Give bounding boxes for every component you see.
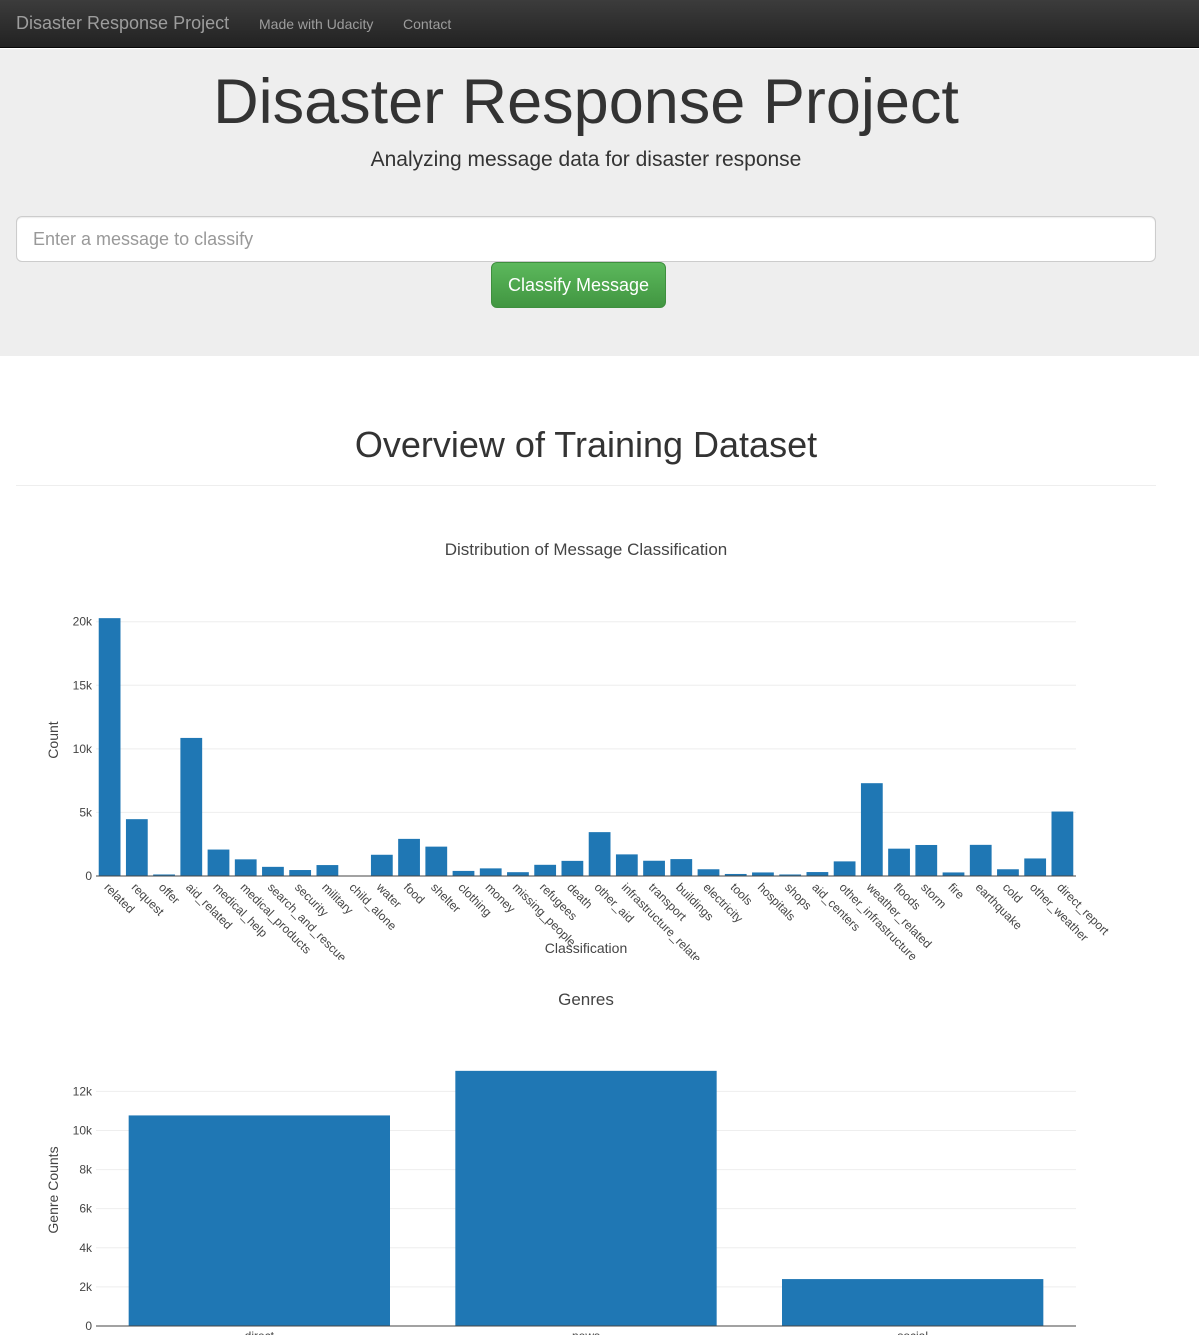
jumbotron: Disaster Response Project Analyzing mess… bbox=[0, 49, 1199, 356]
bar-buildings bbox=[670, 859, 693, 876]
page-subtitle: Analyzing message data for disaster resp… bbox=[370, 148, 802, 171]
bar-shelter bbox=[425, 846, 448, 876]
section-divider bbox=[16, 485, 1156, 486]
bar-medical-products bbox=[234, 859, 257, 876]
bar-fire bbox=[942, 872, 965, 876]
y-tick-label: 6k bbox=[79, 1202, 93, 1216]
y-tick-label: 10k bbox=[73, 742, 93, 756]
bar-electricity bbox=[697, 869, 720, 876]
bar-transport bbox=[643, 860, 665, 876]
classify-message-button[interactable]: Classify Message bbox=[491, 262, 666, 308]
bar-related bbox=[98, 618, 121, 876]
navbar: Disaster Response Project Made with Udac… bbox=[0, 0, 1199, 48]
bar-search-and-rescue bbox=[262, 866, 284, 876]
x-tick-label: shelter bbox=[428, 880, 463, 915]
nav-link-contact[interactable]: Contact bbox=[403, 16, 452, 32]
chart-title: Genres bbox=[558, 990, 614, 1009]
x-tick-label: fire bbox=[945, 880, 967, 902]
y-tick-label: 8k bbox=[79, 1163, 93, 1177]
bar-cold bbox=[997, 869, 1019, 876]
bar-aid-centers bbox=[806, 872, 829, 876]
y-tick-label: 2k bbox=[79, 1280, 93, 1294]
y-axis-label: Genre Counts bbox=[45, 1146, 61, 1233]
bar-weather-related bbox=[860, 783, 883, 876]
y-tick-label: 20k bbox=[73, 615, 93, 629]
page-title: Disaster Response Project bbox=[213, 67, 959, 137]
bar-infrastructure-related bbox=[615, 854, 638, 876]
bar-water bbox=[370, 854, 393, 876]
bar-direct-report bbox=[1051, 811, 1074, 876]
section-title: Overview of Training Dataset bbox=[354, 424, 818, 465]
bar-food bbox=[398, 838, 420, 876]
y-tick-label: 0 bbox=[85, 869, 92, 883]
message-input[interactable] bbox=[16, 216, 1156, 262]
bar-medical-help bbox=[207, 849, 230, 876]
bar-news bbox=[455, 1070, 717, 1326]
x-tick-label: social bbox=[897, 1329, 928, 1335]
bar-security bbox=[289, 870, 312, 876]
bar-aid-related bbox=[180, 737, 203, 876]
bar-missing-people bbox=[507, 872, 529, 876]
bar-hospitals bbox=[752, 872, 774, 876]
genres-chart: Genres 0 2k 4k 6k 8k 10k 12k direct news social Gen… bbox=[45, 990, 1076, 1335]
y-tick-label: 15k bbox=[73, 678, 93, 692]
bar-clothing bbox=[452, 870, 475, 876]
nav-link-udacity[interactable]: Made with Udacity bbox=[259, 16, 374, 32]
bar-other-weather bbox=[1024, 858, 1047, 876]
y-tick-label: 10k bbox=[73, 1123, 93, 1137]
bar-other-infrastructure bbox=[833, 861, 856, 876]
y-tick-label: 5k bbox=[79, 805, 93, 819]
x-tick-label: direct bbox=[245, 1329, 275, 1335]
bar-social bbox=[782, 1279, 1044, 1326]
bar-offer bbox=[153, 874, 175, 876]
bar-floods bbox=[888, 848, 910, 876]
x-tick-label: storm bbox=[918, 880, 949, 911]
y-axis-label: Count bbox=[45, 721, 61, 758]
x-tick-label: food bbox=[401, 880, 427, 906]
bar-refugees bbox=[534, 864, 557, 876]
x-axis-label: Classification bbox=[545, 940, 627, 956]
bar-shops bbox=[779, 874, 802, 876]
x-tick-label: news bbox=[572, 1329, 600, 1335]
bar-storm bbox=[915, 844, 938, 876]
navbar-brand[interactable]: Disaster Response Project bbox=[16, 13, 230, 33]
bar-direct bbox=[128, 1115, 390, 1326]
bar-death bbox=[561, 860, 584, 876]
bar-money bbox=[479, 868, 502, 876]
bar-request bbox=[125, 819, 148, 876]
bar-tools bbox=[724, 873, 747, 876]
y-tick-label: 12k bbox=[73, 1084, 93, 1098]
chart-title: Distribution of Message Classification bbox=[445, 540, 728, 559]
classification-chart: Distribution of Message Classification 0 5… bbox=[45, 540, 1112, 960]
y-tick-label: 0 bbox=[85, 1319, 92, 1333]
y-tick-label: 4k bbox=[79, 1241, 93, 1255]
bar-earthquake bbox=[969, 844, 992, 876]
bar-other-aid bbox=[588, 832, 611, 876]
bar-military bbox=[316, 865, 339, 876]
